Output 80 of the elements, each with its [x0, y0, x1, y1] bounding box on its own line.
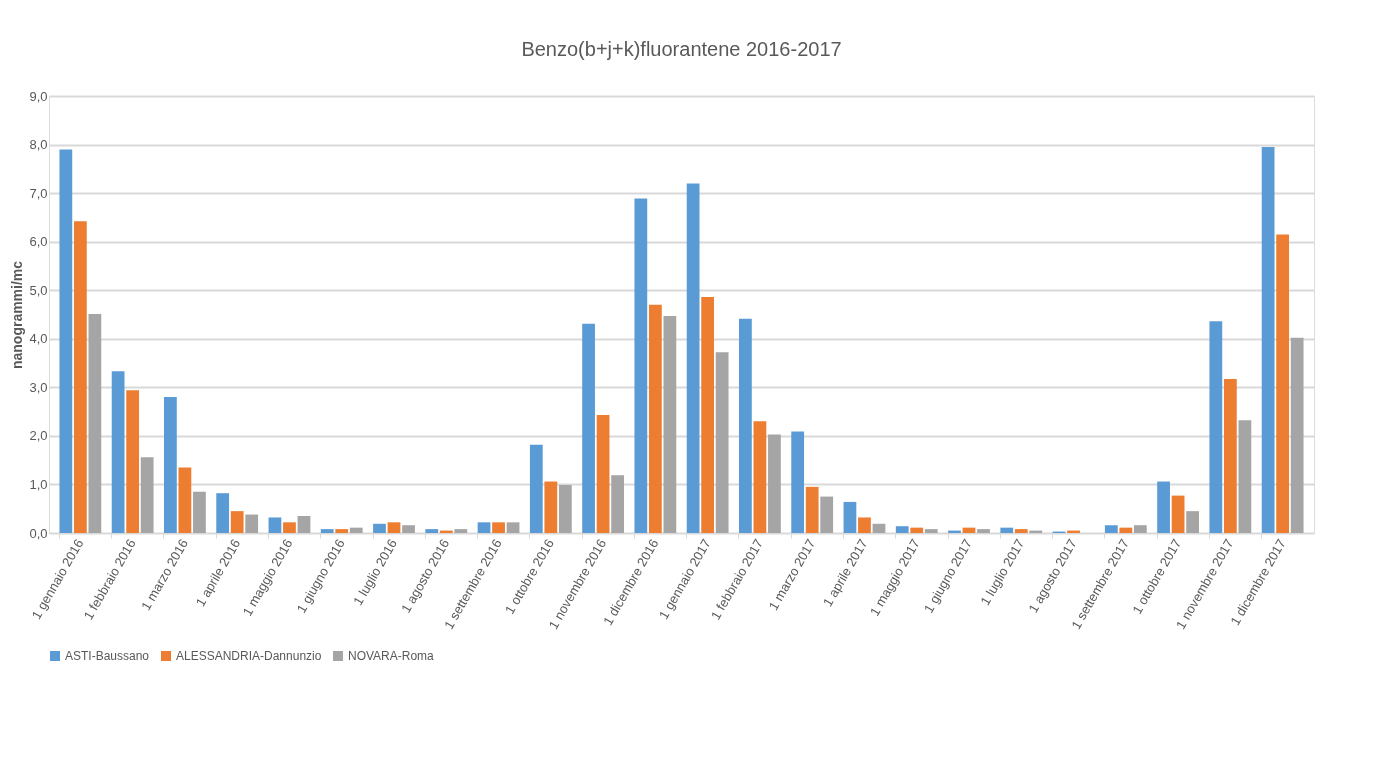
bar	[335, 529, 349, 533]
bar	[1014, 529, 1028, 533]
bar	[544, 481, 558, 533]
bar	[402, 525, 415, 533]
bar	[596, 415, 610, 533]
bar	[820, 496, 834, 533]
bar	[686, 183, 700, 533]
bar	[88, 314, 102, 533]
bar	[230, 511, 244, 533]
y-tick-label: 3,0	[29, 379, 48, 395]
y-tick-label: 8,0	[29, 137, 48, 153]
bar	[245, 514, 259, 533]
bar	[843, 501, 857, 533]
bar	[492, 522, 505, 533]
bar	[178, 467, 192, 533]
bar	[1119, 527, 1133, 533]
y-axis-title: nanogrammi/mc	[9, 260, 26, 370]
bar	[924, 529, 938, 533]
bar	[1276, 234, 1290, 533]
bar	[701, 297, 715, 533]
bar	[126, 390, 140, 533]
bar	[477, 522, 491, 533]
bar	[268, 517, 282, 533]
y-tick-label: 2,0	[29, 428, 48, 444]
bar	[320, 529, 334, 533]
bar	[648, 304, 662, 533]
bar	[1133, 525, 1147, 533]
bar	[977, 529, 990, 533]
bar	[558, 484, 572, 533]
bar	[872, 523, 886, 533]
bar	[283, 522, 296, 533]
bar	[1186, 511, 1199, 533]
bar	[216, 493, 230, 533]
y-tick-label: 0,0	[29, 525, 48, 541]
bar	[858, 517, 871, 533]
bar	[663, 315, 677, 533]
bar	[768, 434, 781, 533]
bar	[140, 457, 154, 533]
y-tick-label: 7,0	[29, 185, 48, 201]
bar	[193, 491, 206, 533]
bar	[349, 527, 363, 533]
bar	[582, 323, 595, 533]
y-tick-label: 1,0	[29, 476, 48, 492]
bar	[910, 527, 924, 533]
bar	[739, 318, 752, 533]
bar	[895, 526, 909, 533]
y-tick-label: 9,0	[29, 88, 48, 104]
bar	[805, 486, 819, 533]
bar	[387, 522, 401, 533]
bar	[1223, 379, 1237, 533]
bar	[1157, 481, 1170, 533]
bar	[425, 529, 439, 533]
bar	[1238, 420, 1252, 533]
bar	[73, 221, 87, 533]
bar	[506, 522, 520, 533]
bar	[164, 397, 177, 533]
bar	[529, 444, 543, 533]
bar	[454, 529, 468, 533]
legend-label: NOVARA-Roma	[348, 649, 435, 663]
bar	[1104, 525, 1118, 533]
bar	[1290, 337, 1304, 533]
bar	[634, 198, 648, 533]
bar	[297, 516, 311, 533]
bar	[715, 352, 729, 533]
y-tick-label: 6,0	[29, 234, 48, 250]
chart-title: Benzo(b+j+k)fluorantene 2016-2017	[521, 38, 842, 60]
y-tick-label: 5,0	[29, 282, 48, 298]
legend-label: ASTI-Baussano	[65, 649, 150, 663]
bar	[611, 475, 624, 533]
bar	[1000, 527, 1014, 533]
bar	[59, 149, 73, 533]
bar	[373, 523, 386, 533]
bar	[1261, 146, 1275, 533]
bar	[1171, 495, 1185, 533]
legend-label: ALESSANDRIA-Dannunzio	[176, 649, 322, 663]
bar	[111, 371, 125, 533]
y-tick-label: 4,0	[29, 331, 48, 347]
bar	[1209, 321, 1223, 533]
bar	[791, 431, 805, 533]
bar	[753, 421, 767, 533]
